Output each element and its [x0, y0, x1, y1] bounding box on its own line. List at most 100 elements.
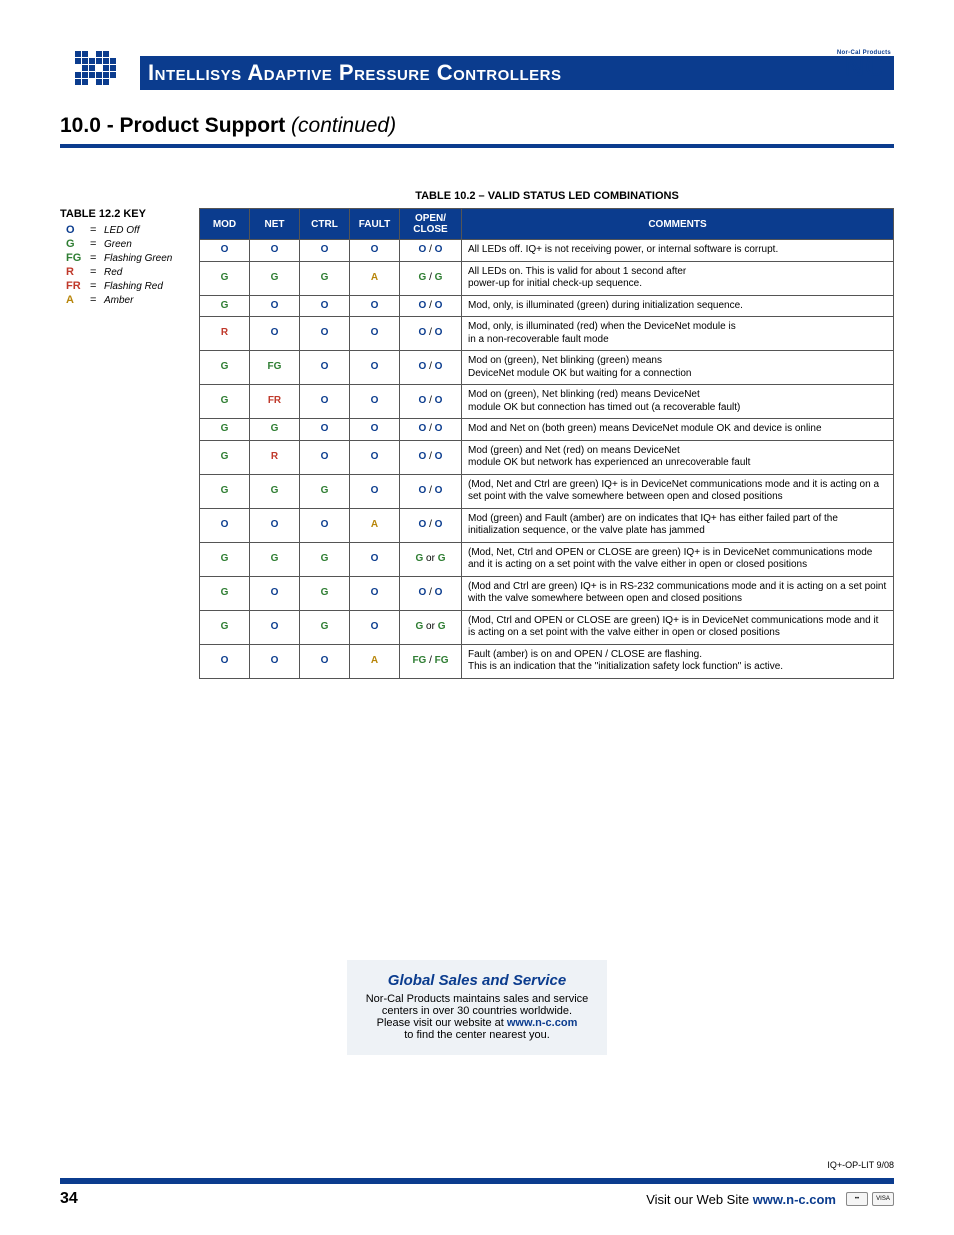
led-cell: G: [200, 440, 250, 474]
open-close-cell: O / O: [400, 474, 462, 508]
led-cell: G: [300, 542, 350, 576]
open-close-cell: O / O: [400, 576, 462, 610]
open-close-cell: FG / FG: [400, 644, 462, 678]
comment-cell: All LEDs off. IQ+ is not receiving power…: [462, 240, 894, 262]
comment-cell: Mod and Net on (both green) means Device…: [462, 419, 894, 441]
legend-desc: Flashing Green: [104, 253, 172, 264]
card-icon: ••: [846, 1192, 868, 1206]
footer-link[interactable]: www.n-c.com: [753, 1192, 836, 1207]
open-close-cell: O / O: [400, 508, 462, 542]
led-cell: G: [250, 474, 300, 508]
led-cell: FR: [250, 385, 300, 419]
table-row: GOGOO / O(Mod and Ctrl are green) IQ+ is…: [200, 576, 894, 610]
sales-title: Global Sales and Service: [357, 972, 597, 989]
open-close-cell: O / O: [400, 240, 462, 262]
footer-rule: [60, 1178, 894, 1184]
led-cell: O: [350, 440, 400, 474]
table-row: OOOOO / OAll LEDs off. IQ+ is not receiv…: [200, 240, 894, 262]
sales-link[interactable]: www.n-c.com: [507, 1017, 578, 1029]
comment-cell: Mod (green) and Fault (amber) are on ind…: [462, 508, 894, 542]
payment-icons: •• VISA: [846, 1192, 894, 1206]
led-cell: O: [200, 644, 250, 678]
led-cell: O: [250, 576, 300, 610]
led-cell: G: [300, 576, 350, 610]
led-cell: R: [200, 317, 250, 351]
led-cell: O: [300, 295, 350, 317]
table-row: GGOOO / OMod and Net on (both green) mea…: [200, 419, 894, 441]
page-title: Intellisys Adaptive Pressure Controllers: [148, 60, 561, 86]
led-cell: O: [250, 240, 300, 262]
open-close-cell: G or G: [400, 610, 462, 644]
led-cell: G: [300, 261, 350, 295]
open-close-cell: O / O: [400, 385, 462, 419]
col-header: CTRL: [300, 209, 350, 240]
nc-logo-text: ℕℂ: [834, 56, 894, 80]
led-cell: O: [350, 542, 400, 576]
col-header: FAULT: [350, 209, 400, 240]
legend-desc: Amber: [104, 295, 133, 306]
brand-logo: [60, 38, 130, 98]
led-cell: O: [250, 610, 300, 644]
open-close-cell: O / O: [400, 351, 462, 385]
table-row: OOOAFG / FGFault (amber) is on and OPEN …: [200, 644, 894, 678]
led-cell: O: [350, 240, 400, 262]
table-row: GROOO / OMod (green) and Net (red) on me…: [200, 440, 894, 474]
legend-code: O: [66, 224, 90, 236]
led-cell: G: [300, 474, 350, 508]
open-close-cell: G / G: [400, 261, 462, 295]
col-header: OPEN/CLOSE: [400, 209, 462, 240]
legend-code: A: [66, 294, 90, 306]
comment-cell: All LEDs on. This is valid for about 1 s…: [462, 261, 894, 295]
sales-line: Nor-Cal Products maintains sales and ser…: [357, 993, 597, 1005]
comment-cell: Mod (green) and Net (red) on means Devic…: [462, 440, 894, 474]
table-row: GGGOG or G(Mod, Net, Ctrl and OPEN or CL…: [200, 542, 894, 576]
led-cell: A: [350, 508, 400, 542]
led-cell: G: [200, 261, 250, 295]
legend-row: O=LED Off: [60, 224, 185, 236]
open-close-cell: G or G: [400, 542, 462, 576]
comment-cell: (Mod, Net, Ctrl and OPEN or CLOSE are gr…: [462, 542, 894, 576]
led-cell: G: [200, 295, 250, 317]
legend-desc: Red: [104, 267, 122, 278]
legend-title: TABLE 12.2 KEY: [60, 208, 185, 220]
open-close-cell: O / O: [400, 295, 462, 317]
led-cell: O: [200, 508, 250, 542]
led-cell: O: [200, 240, 250, 262]
led-cell: O: [350, 419, 400, 441]
table-row: ROOOO / OMod, only, is illuminated (red)…: [200, 317, 894, 351]
col-header: MOD: [200, 209, 250, 240]
legend-desc: Green: [104, 239, 132, 250]
header: Intellisys Adaptive Pressure Controllers…: [60, 52, 894, 94]
led-cell: O: [250, 508, 300, 542]
led-cell: G: [200, 576, 250, 610]
comment-cell: Mod, only, is illuminated (green) during…: [462, 295, 894, 317]
legend-code: FR: [66, 280, 90, 292]
content: TABLE 10.2 – VALID STATUS LED COMBINATIO…: [60, 190, 894, 679]
page-number: 34: [60, 1190, 78, 1208]
legend-desc: Flashing Red: [104, 281, 163, 292]
table-row: GOOOO / OMod, only, is illuminated (gree…: [200, 295, 894, 317]
open-close-cell: O / O: [400, 419, 462, 441]
table-row: GFROOO / OMod on (green), Net blinking (…: [200, 385, 894, 419]
nc-logo: Nor-Cal Products ℕℂ: [834, 50, 894, 80]
led-cell: O: [300, 240, 350, 262]
legend-code: R: [66, 266, 90, 278]
led-cell: O: [350, 351, 400, 385]
led-cell: O: [300, 419, 350, 441]
col-header: COMMENTS: [462, 209, 894, 240]
led-cell: G: [200, 351, 250, 385]
led-cell: O: [350, 317, 400, 351]
led-cell: O: [250, 644, 300, 678]
comment-cell: Mod, only, is illuminated (red) when the…: [462, 317, 894, 351]
sales-line: centers in over 30 countries worldwide.: [357, 1005, 597, 1017]
table-row: GFGOOO / OMod on (green), Net blinking (…: [200, 351, 894, 385]
led-cell: G: [250, 542, 300, 576]
legend-row: R=Red: [60, 266, 185, 278]
led-cell: O: [300, 508, 350, 542]
open-close-cell: O / O: [400, 440, 462, 474]
led-cell: G: [200, 610, 250, 644]
legend-code: G: [66, 238, 90, 250]
led-cell: O: [300, 440, 350, 474]
led-cell: O: [350, 385, 400, 419]
led-cell: G: [200, 542, 250, 576]
